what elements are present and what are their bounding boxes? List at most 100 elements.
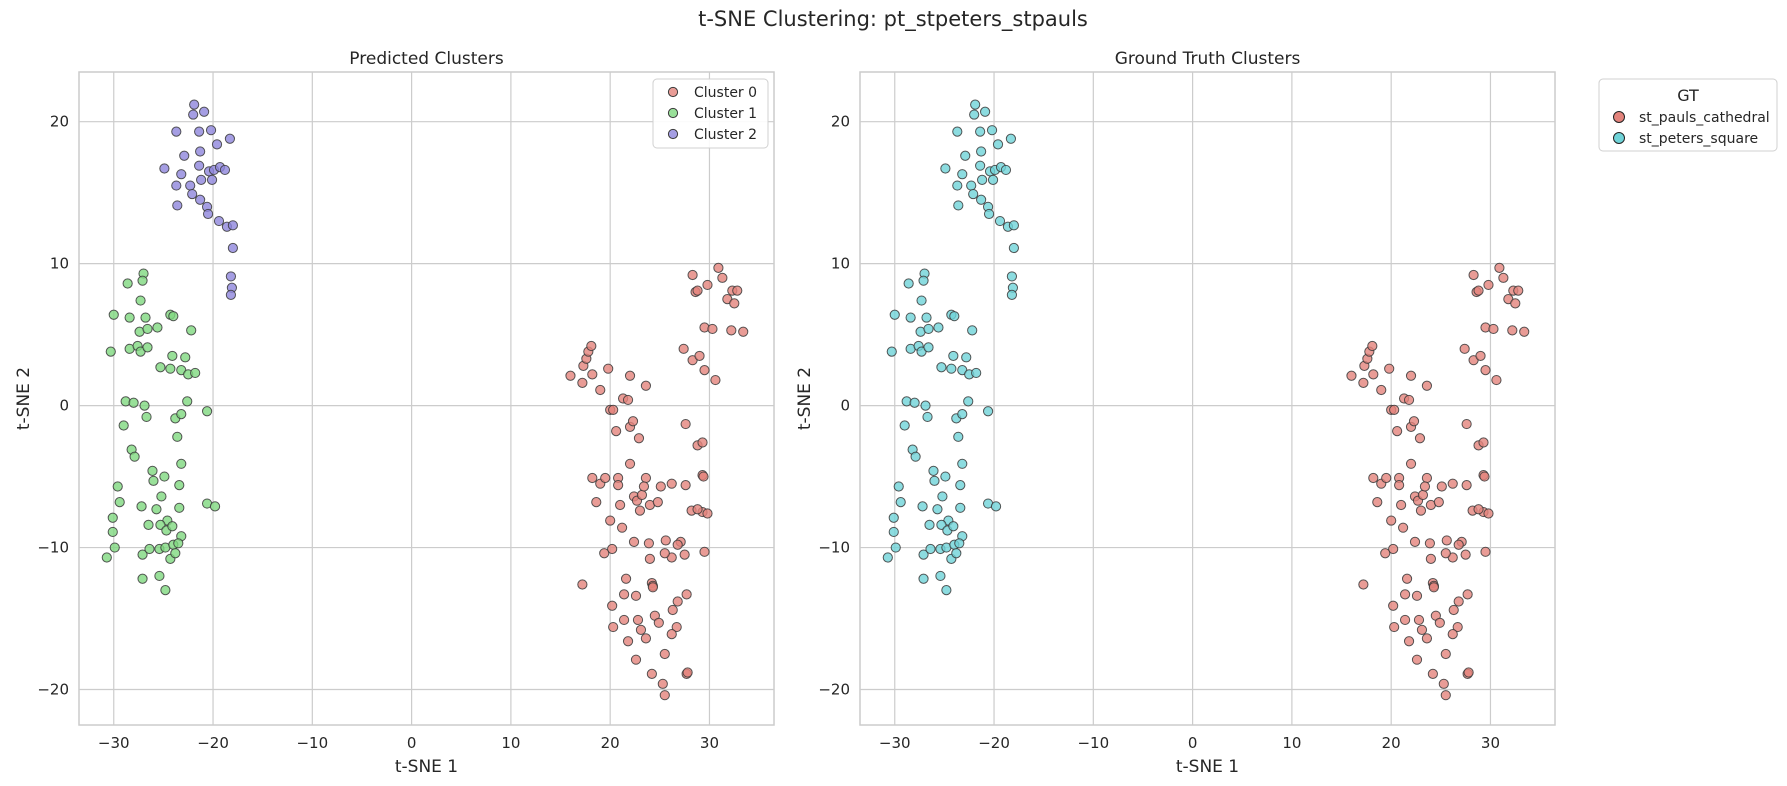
data-point: [935, 570, 946, 582]
legend-marker: [667, 86, 679, 98]
data-point: [1389, 404, 1400, 415]
x-tick-label: −10: [1077, 734, 1109, 752]
data-point: [1408, 416, 1420, 427]
data-point: [1453, 596, 1464, 607]
data-point: [925, 543, 936, 555]
x-tick-label: −20: [978, 734, 1010, 752]
data-point: [219, 164, 231, 176]
data-point: [1478, 437, 1489, 448]
data-point: [152, 322, 163, 333]
data-point: [694, 350, 705, 362]
legend-marker: [667, 128, 679, 140]
data-point: [636, 489, 648, 501]
data-point: [1384, 363, 1395, 374]
data-point: [678, 343, 689, 354]
data-point: [679, 549, 690, 560]
data-point: [687, 269, 698, 281]
data-point: [613, 479, 624, 491]
y-tick-label: 0: [840, 397, 850, 415]
data-point: [591, 497, 602, 508]
legend: GT st_pauls_cathedral st_peters_square: [1598, 78, 1778, 152]
data-point: [1447, 478, 1458, 489]
data-point: [1388, 600, 1399, 611]
data-point: [1415, 505, 1427, 516]
data-point: [176, 409, 187, 420]
data-point: [137, 573, 148, 584]
data-point: [1413, 614, 1425, 626]
y-tick-label: −20: [818, 681, 850, 699]
data-point: [895, 497, 906, 508]
data-point: [916, 295, 927, 306]
data-point: [202, 208, 214, 220]
legend-marker: [1613, 111, 1625, 123]
data-point: [194, 160, 205, 171]
data-point: [918, 549, 929, 560]
data-point: [671, 621, 682, 633]
data-point: [155, 362, 166, 373]
data-point: [659, 548, 670, 559]
legend-marker: [667, 107, 679, 119]
data-point: [971, 367, 982, 379]
panel-ground-truth-clusters: −30 −20 −10 0 10 20 30 −20 −10 0 10 20 Ground Truth …: [795, 49, 1778, 777]
x-tick-label: 0: [1188, 734, 1198, 752]
data-point: [646, 668, 657, 679]
data-point: [179, 150, 190, 161]
data-point: [607, 543, 618, 555]
data-point: [1409, 536, 1421, 547]
data-point: [922, 411, 933, 423]
data-point: [199, 106, 210, 117]
data-point: [1403, 636, 1415, 647]
data-point: [924, 519, 935, 530]
data-point: [659, 648, 670, 660]
data-point: [941, 585, 952, 596]
data-point: [653, 617, 664, 628]
data-point: [624, 370, 636, 381]
data-point: [608, 404, 619, 415]
data-point: [139, 400, 150, 411]
series-0: [565, 262, 749, 701]
data-point: [952, 180, 963, 191]
data-point: [1358, 579, 1369, 590]
data-point: [101, 552, 112, 563]
data-point: [1405, 370, 1417, 381]
legend-box: [1598, 78, 1778, 152]
data-point: [1433, 497, 1444, 508]
data-point: [1394, 479, 1405, 491]
data-point: [953, 200, 964, 211]
data-point: [1421, 380, 1433, 391]
data-point: [618, 614, 630, 626]
data-point: [955, 479, 966, 491]
data-point: [899, 420, 910, 431]
data-point: [1358, 377, 1369, 388]
data-point: [918, 275, 929, 286]
data-point: [970, 99, 981, 110]
panel-title: Ground Truth Clusters: [1115, 49, 1301, 69]
data-point: [954, 538, 965, 549]
data-point: [628, 536, 640, 547]
data-point: [616, 522, 628, 533]
data-point: [917, 501, 928, 512]
data-point: [702, 279, 713, 291]
data-point: [1461, 479, 1472, 491]
data-point: [903, 278, 914, 289]
data-point: [948, 521, 959, 532]
data-point: [886, 346, 897, 357]
data-point: [946, 363, 957, 374]
data-point: [201, 406, 213, 417]
y-axis-label: t-SNE 2: [14, 367, 34, 430]
data-point: [888, 512, 899, 523]
data-point: [213, 215, 225, 227]
legend: Cluster 0 Cluster 1 Cluster 2: [652, 78, 769, 149]
data-point: [195, 194, 206, 205]
data-point: [159, 471, 170, 482]
data-point: [147, 465, 158, 476]
data-point: [1414, 433, 1426, 444]
data-point: [647, 582, 658, 593]
data-point: [1463, 667, 1474, 678]
data-point: [1000, 164, 1012, 176]
data-point: [633, 433, 645, 444]
data-point: [170, 548, 181, 559]
data-point: [1459, 343, 1470, 354]
data-point: [107, 526, 118, 538]
data-point: [980, 106, 991, 117]
